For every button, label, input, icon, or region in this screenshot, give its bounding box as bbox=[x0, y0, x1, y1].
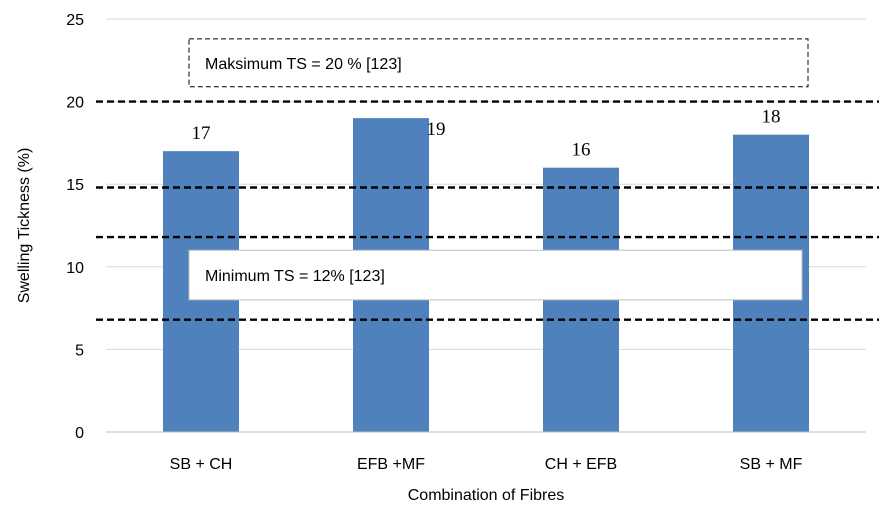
y-tick-label: 0 bbox=[75, 425, 84, 442]
x-tick-label: SB + CH bbox=[170, 456, 233, 473]
annotation-text: Maksimum TS = 20 % [123] bbox=[205, 56, 402, 73]
x-tick-label: SB + MF bbox=[740, 456, 803, 473]
data-label: 16 bbox=[572, 140, 591, 161]
data-labels: 17 19 16 18 bbox=[192, 107, 781, 161]
y-tick-label: 10 bbox=[66, 260, 84, 277]
data-label: 19 bbox=[427, 119, 446, 140]
x-tick-label: EFB +MF bbox=[357, 456, 425, 473]
y-tick-label: 20 bbox=[66, 95, 84, 112]
annotation-boxes: Maksimum TS = 20 % [123] Minimum TS = 12%… bbox=[188, 38, 809, 301]
annotation-box bbox=[188, 249, 803, 301]
y-tick-label: 15 bbox=[66, 177, 84, 194]
data-label: 18 bbox=[762, 107, 781, 128]
annotation-text: Minimum TS = 12% [123] bbox=[205, 268, 385, 285]
x-tick-label: CH + EFB bbox=[545, 456, 617, 473]
y-axis-tick-labels: 0 5 10 15 20 25 bbox=[66, 12, 84, 442]
data-label: 17 bbox=[192, 123, 211, 144]
y-axis-title: Swelling Tickness (%) bbox=[16, 148, 33, 304]
reference-lines bbox=[96, 100, 879, 321]
x-axis-tick-labels: SB + CH EFB +MF CH + EFB SB + MF bbox=[170, 456, 803, 473]
y-tick-label: 5 bbox=[75, 342, 84, 359]
y-tick-label: 25 bbox=[66, 12, 84, 29]
annotation-box bbox=[188, 38, 809, 88]
x-axis-title: Combination of Fibres bbox=[408, 487, 565, 504]
